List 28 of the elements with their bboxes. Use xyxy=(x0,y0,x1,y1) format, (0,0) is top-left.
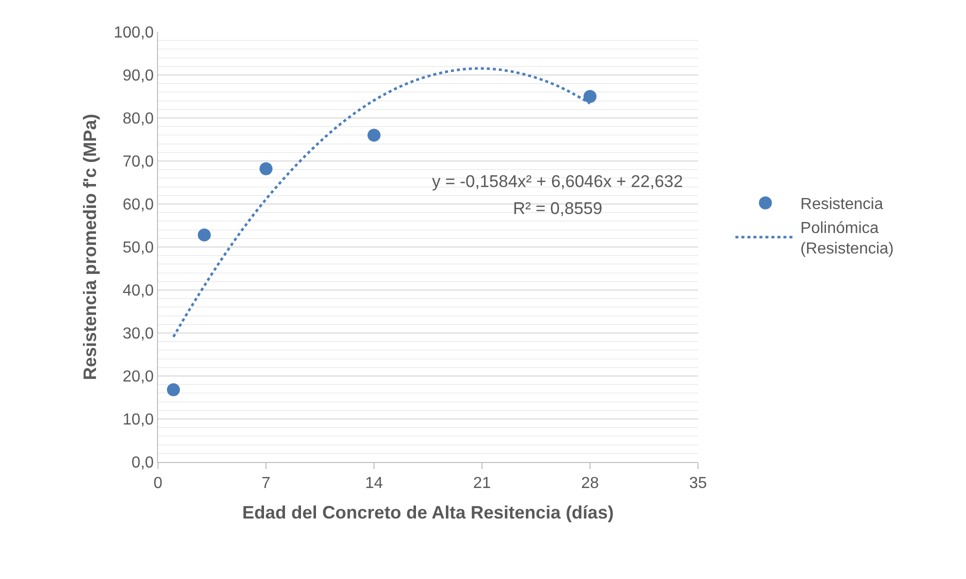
y-tick-label: 20,0 xyxy=(122,368,154,386)
x-axis-title: Edad del Concreto de Alta Resitencia (días) xyxy=(242,502,614,522)
y-tick-label: 70,0 xyxy=(122,154,154,171)
point xyxy=(584,90,596,103)
x-tick-label: 14 xyxy=(365,475,383,492)
x-tick-label: 7 xyxy=(262,475,271,492)
x-tick-label: 0 xyxy=(154,475,163,492)
y-tick-label: 10,0 xyxy=(122,412,154,429)
point xyxy=(260,162,272,176)
legend-label: Resistencia xyxy=(800,196,884,214)
x-tick-label: 35 xyxy=(689,475,707,492)
legend-label: Polinómica (Resistencia) xyxy=(800,220,894,258)
y-tick-label: 50,0 xyxy=(122,240,154,257)
annotation: R² = 0,8559 xyxy=(513,199,602,218)
annotation: y = -0,1584x² + 6,6046x + 22,632 xyxy=(432,172,683,191)
x-tick-label: 28 xyxy=(581,475,599,492)
y-axis-title: Resistencia promedio f'c (MPa) xyxy=(80,114,100,380)
y-tick-label: 30,0 xyxy=(122,326,154,343)
point xyxy=(166,383,180,396)
point xyxy=(198,228,211,242)
y-tick-label: 0,0 xyxy=(132,454,154,472)
point xyxy=(368,128,380,142)
y-tick-label: 40,0 xyxy=(122,282,154,300)
y-tick-label: 60,0 xyxy=(122,196,154,214)
y-tick-label: 100,0 xyxy=(114,24,154,42)
x-tick-label: 21 xyxy=(473,475,491,492)
y-tick-label: 90,0 xyxy=(122,68,154,85)
y-tick-label: 80,0 xyxy=(122,110,154,128)
